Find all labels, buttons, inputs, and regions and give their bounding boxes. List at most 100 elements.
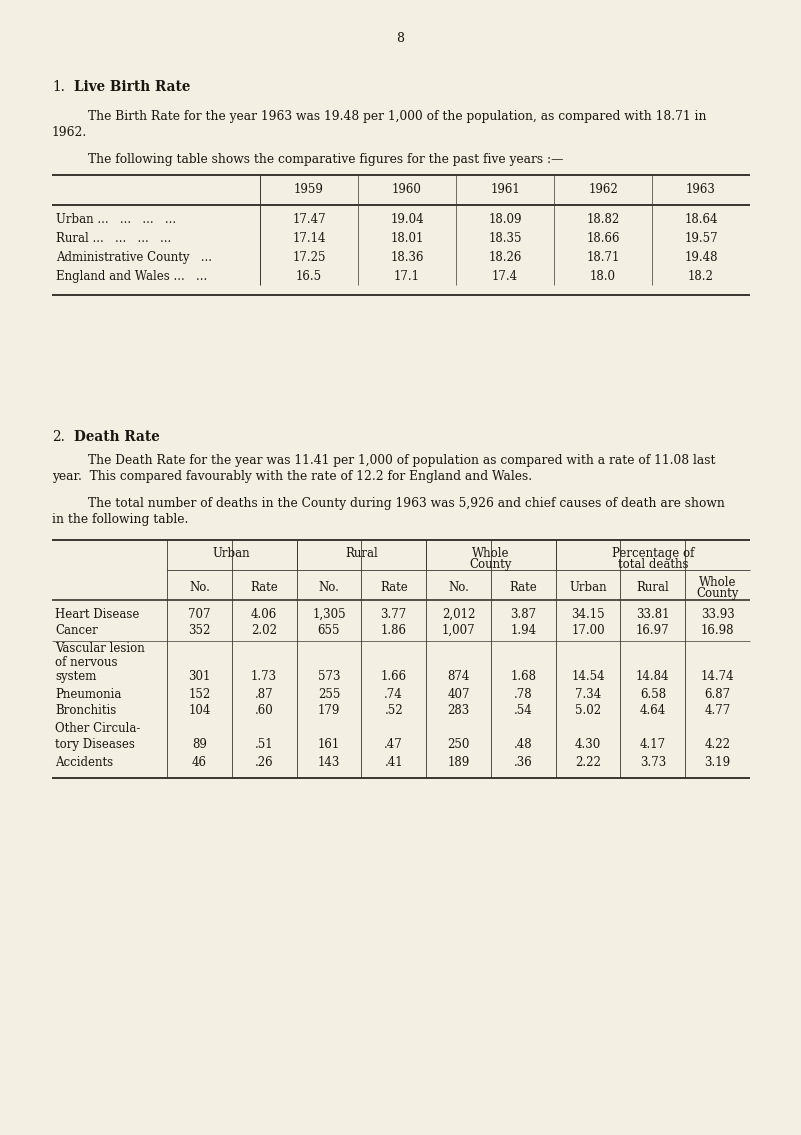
Text: .87: .87 <box>255 688 273 701</box>
Text: 17.1: 17.1 <box>394 270 420 283</box>
Text: tory Diseases: tory Diseases <box>55 738 135 751</box>
Text: 8: 8 <box>396 32 405 45</box>
Text: .48: .48 <box>514 738 533 751</box>
Text: 16.97: 16.97 <box>636 624 670 637</box>
Text: No.: No. <box>448 581 469 594</box>
Text: Cancer: Cancer <box>55 624 98 637</box>
Text: County: County <box>469 558 512 571</box>
Text: 89: 89 <box>192 738 207 751</box>
Text: total deaths: total deaths <box>618 558 688 571</box>
Text: 18.26: 18.26 <box>489 251 521 264</box>
Text: Whole: Whole <box>472 547 509 560</box>
Text: 143: 143 <box>318 756 340 770</box>
Text: 1962.: 1962. <box>52 126 87 138</box>
Text: .47: .47 <box>384 738 403 751</box>
Text: County: County <box>696 587 739 600</box>
Text: 3.87: 3.87 <box>510 608 537 621</box>
Text: 283: 283 <box>448 704 469 717</box>
Text: 179: 179 <box>318 704 340 717</box>
Text: 18.35: 18.35 <box>489 232 521 245</box>
Text: 407: 407 <box>447 688 469 701</box>
Text: Whole: Whole <box>698 575 736 589</box>
Text: 18.2: 18.2 <box>688 270 714 283</box>
Text: 152: 152 <box>188 688 211 701</box>
Text: Rural: Rural <box>637 581 669 594</box>
Text: 17.00: 17.00 <box>571 624 605 637</box>
Text: 352: 352 <box>188 624 211 637</box>
Text: 18.0: 18.0 <box>590 270 616 283</box>
Text: 17.4: 17.4 <box>492 270 518 283</box>
Text: 18.36: 18.36 <box>390 251 424 264</box>
Text: 301: 301 <box>188 670 211 683</box>
Text: England and Wales ...   ...: England and Wales ... ... <box>56 270 207 283</box>
Text: 18.82: 18.82 <box>586 213 620 226</box>
Text: Accidents: Accidents <box>55 756 113 770</box>
Text: of nervous: of nervous <box>55 656 118 669</box>
Text: The total number of deaths in the County during 1963 was 5,926 and chief causes : The total number of deaths in the County… <box>88 497 725 510</box>
Text: 2.02: 2.02 <box>252 624 277 637</box>
Text: 7.34: 7.34 <box>575 688 602 701</box>
Text: 1.66: 1.66 <box>380 670 407 683</box>
Text: 19.57: 19.57 <box>684 232 718 245</box>
Text: .52: .52 <box>384 704 403 717</box>
Text: 573: 573 <box>318 670 340 683</box>
Text: Rate: Rate <box>380 581 408 594</box>
Text: 1959: 1959 <box>294 183 324 196</box>
Text: 5.02: 5.02 <box>575 704 601 717</box>
Text: 104: 104 <box>188 704 211 717</box>
Text: Urban ...   ...   ...   ...: Urban ... ... ... ... <box>56 213 176 226</box>
Text: .26: .26 <box>255 756 273 770</box>
Text: 19.04: 19.04 <box>390 213 424 226</box>
Text: 4.22: 4.22 <box>705 738 731 751</box>
Text: Administrative County   ...: Administrative County ... <box>56 251 212 264</box>
Text: 18.09: 18.09 <box>489 213 521 226</box>
Text: .41: .41 <box>384 756 403 770</box>
Text: 189: 189 <box>448 756 469 770</box>
Text: The Birth Rate for the year 1963 was 19.48 per 1,000 of the population, as compa: The Birth Rate for the year 1963 was 19.… <box>88 110 706 123</box>
Text: 14.74: 14.74 <box>701 670 735 683</box>
Text: 18.64: 18.64 <box>684 213 718 226</box>
Text: 2.22: 2.22 <box>575 756 601 770</box>
Text: 3.77: 3.77 <box>380 608 407 621</box>
Text: 14.54: 14.54 <box>571 670 605 683</box>
Text: Vascular lesion: Vascular lesion <box>55 642 145 655</box>
Text: 33.81: 33.81 <box>636 608 670 621</box>
Text: 4.77: 4.77 <box>705 704 731 717</box>
Text: Urban: Urban <box>570 581 607 594</box>
Text: .51: .51 <box>255 738 273 751</box>
Text: 18.71: 18.71 <box>586 251 620 264</box>
Text: 18.66: 18.66 <box>586 232 620 245</box>
Text: 3.73: 3.73 <box>640 756 666 770</box>
Text: Death Rate: Death Rate <box>74 430 159 444</box>
Text: 707: 707 <box>188 608 211 621</box>
Text: 1.: 1. <box>52 79 65 94</box>
Text: 1.86: 1.86 <box>380 624 407 637</box>
Text: .60: .60 <box>255 704 274 717</box>
Text: 1,007: 1,007 <box>441 624 475 637</box>
Text: 161: 161 <box>318 738 340 751</box>
Text: Bronchitis: Bronchitis <box>55 704 116 717</box>
Text: Pneumonia: Pneumonia <box>55 688 122 701</box>
Text: 655: 655 <box>318 624 340 637</box>
Text: Rural ...   ...   ...   ...: Rural ... ... ... ... <box>56 232 171 245</box>
Text: 1963: 1963 <box>686 183 716 196</box>
Text: 33.93: 33.93 <box>701 608 735 621</box>
Text: 874: 874 <box>447 670 469 683</box>
Text: 4.64: 4.64 <box>640 704 666 717</box>
Text: 4.17: 4.17 <box>640 738 666 751</box>
Text: Heart Disease: Heart Disease <box>55 608 139 621</box>
Text: 46: 46 <box>192 756 207 770</box>
Text: 4.30: 4.30 <box>575 738 602 751</box>
Text: Rate: Rate <box>250 581 278 594</box>
Text: in the following table.: in the following table. <box>52 513 188 526</box>
Text: Urban: Urban <box>213 547 251 560</box>
Text: 1.68: 1.68 <box>510 670 537 683</box>
Text: 17.25: 17.25 <box>292 251 326 264</box>
Text: .36: .36 <box>514 756 533 770</box>
Text: 4.06: 4.06 <box>251 608 277 621</box>
Text: 16.5: 16.5 <box>296 270 322 283</box>
Text: Live Birth Rate: Live Birth Rate <box>74 79 191 94</box>
Text: No.: No. <box>189 581 210 594</box>
Text: 6.58: 6.58 <box>640 688 666 701</box>
Text: 1961: 1961 <box>490 183 520 196</box>
